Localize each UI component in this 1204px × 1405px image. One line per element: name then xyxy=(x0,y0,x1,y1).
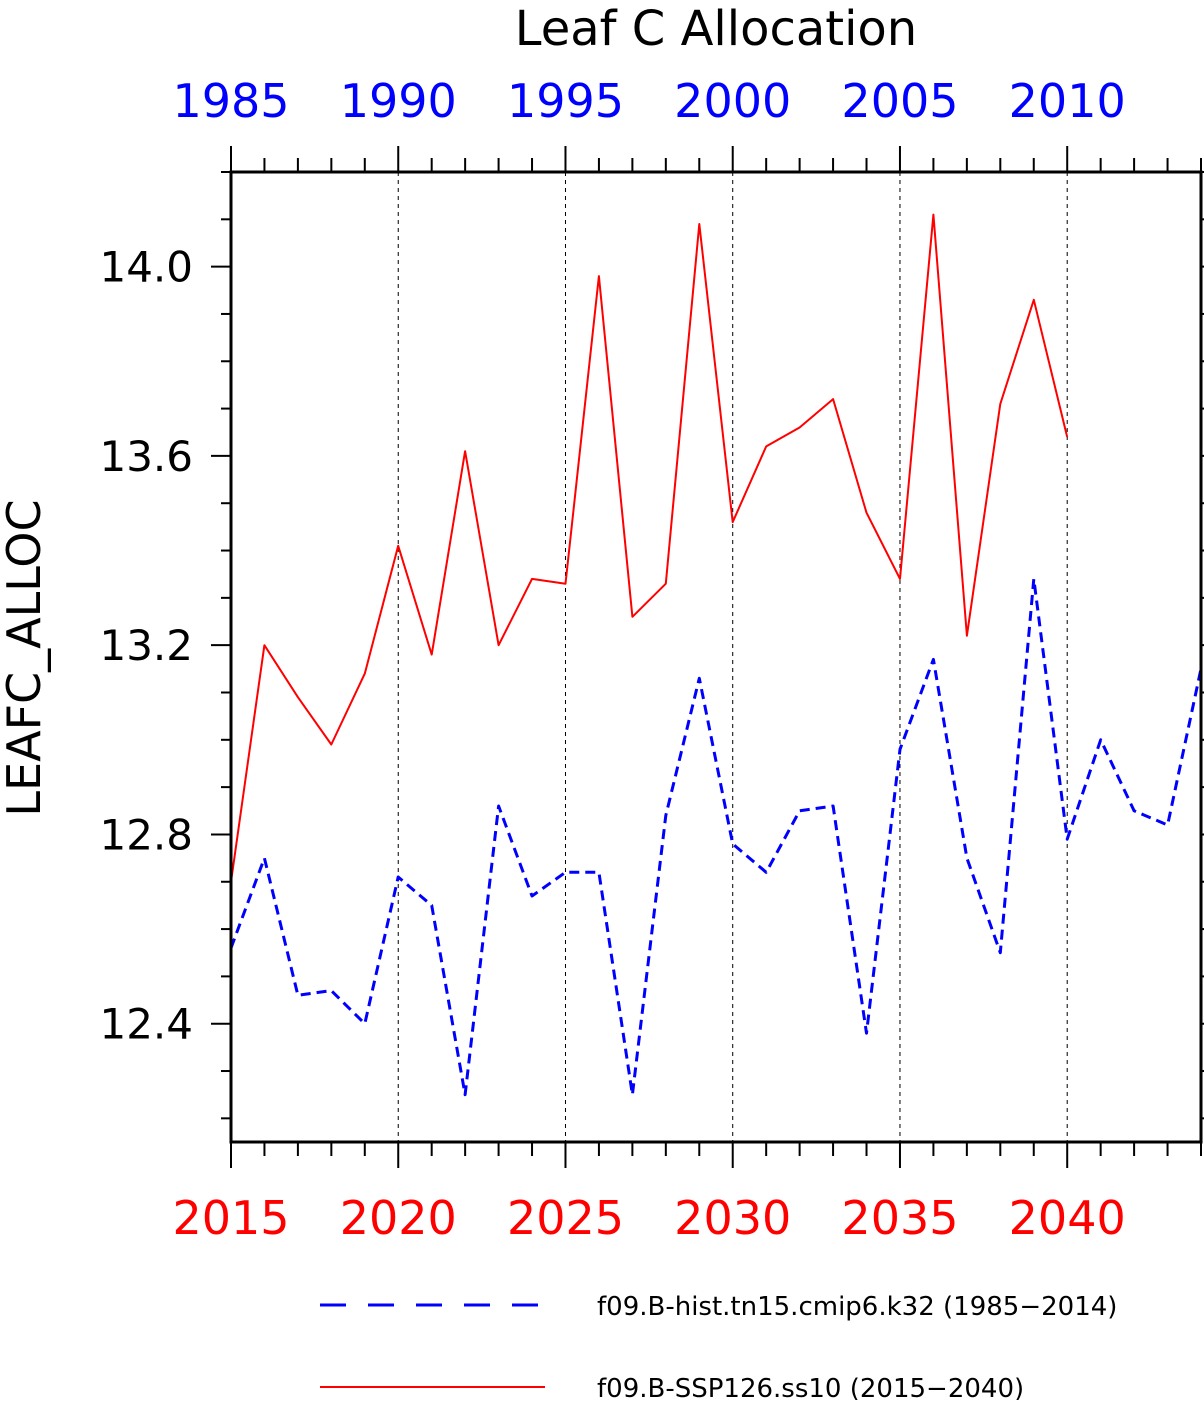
y-tick-label: 13.2 xyxy=(99,621,193,670)
top-x-tick-label: 2010 xyxy=(1009,74,1126,128)
bottom-x-tick-label: 2020 xyxy=(340,1191,457,1245)
series-lines xyxy=(229,213,1203,1097)
tick-labels: 12.4 12.8 13.2 13.6 14.0 2015 2020 2025 2030 2035… xyxy=(99,74,1125,1245)
bottom-x-tick-label: 2025 xyxy=(507,1191,624,1245)
bottom-x-tick-label: 2035 xyxy=(841,1191,958,1245)
legend-label: f09.B-hist.tn15.cmip6.k32 (1985−2014) xyxy=(597,1292,1117,1322)
series-line-hist xyxy=(229,577,1203,1097)
top-x-tick-label: 2005 xyxy=(841,74,958,128)
y-tick-label: 12.8 xyxy=(99,810,193,859)
chart-title: Leaf C Allocation xyxy=(515,1,917,57)
top-x-tick-label: 2000 xyxy=(674,74,791,128)
axis-ticks xyxy=(211,146,1204,1168)
series-line-ssp126 xyxy=(230,213,1069,882)
top-x-tick-label: 1990 xyxy=(340,74,457,128)
bottom-x-tick-label: 2015 xyxy=(172,1191,289,1245)
bottom-x-tick-label: 2030 xyxy=(674,1191,791,1245)
plot-frame xyxy=(229,170,1203,1144)
y-tick-label: 12.4 xyxy=(99,1000,193,1049)
y-tick-label: 14.0 xyxy=(99,243,193,292)
top-x-tick-label: 1995 xyxy=(507,74,624,128)
legend: f09.B-hist.tn15.cmip6.k32 (1985−2014) f09… xyxy=(320,1292,1117,1404)
top-x-tick-label: 1985 xyxy=(172,74,289,128)
y-tick-label: 13.6 xyxy=(99,432,193,481)
legend-label: f09.B-SSP126.ss10 (2015−2040) xyxy=(597,1374,1024,1400)
bottom-x-tick-label: 2040 xyxy=(1009,1191,1126,1245)
grid-lines xyxy=(397,172,1068,1142)
y-axis-label: LEAFC_ALLOC xyxy=(0,499,51,816)
